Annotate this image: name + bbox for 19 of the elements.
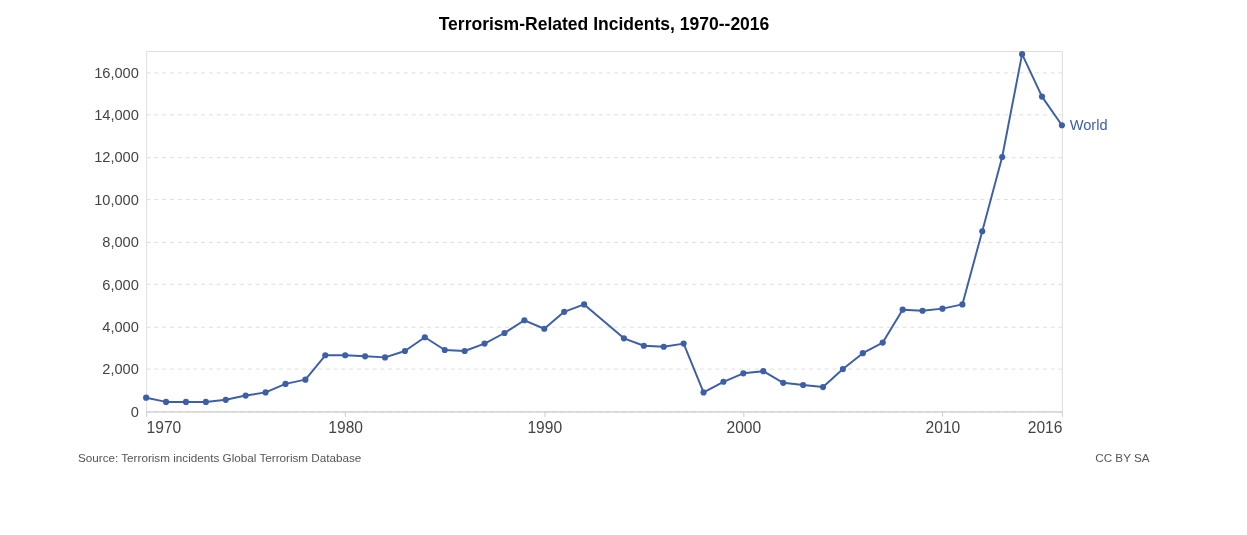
- y-tick-label: 4,000: [102, 319, 139, 336]
- y-tick-label: 0: [130, 403, 139, 420]
- series-label: World: [1069, 117, 1108, 134]
- y-tick-label: 6,000: [102, 276, 139, 293]
- x-tick-label: 1970: [146, 419, 182, 437]
- y-tick-label: 8,000: [102, 234, 139, 251]
- x-tick-label: 2000: [726, 419, 762, 437]
- x-tick-label: 1990: [527, 419, 563, 437]
- y-tick-label: 14,000: [94, 106, 139, 123]
- x-tick-label: 1980: [328, 419, 364, 437]
- chart-title: Terrorism-Related Incidents, 1970--2016: [438, 13, 770, 34]
- y-tick-label: 2,000: [102, 361, 139, 378]
- x-tick-label: 2016: [1027, 419, 1063, 437]
- y-tick-label: 10,000: [94, 191, 139, 208]
- text: CC BY SA: [1095, 451, 1150, 465]
- y-tick-label: 12,000: [94, 149, 139, 166]
- y-tick-label: 16,000: [94, 64, 139, 81]
- source-note: Source: Terrorism incidents Global Terrorism Database: [77, 451, 362, 465]
- x-tick-label: 2010: [925, 419, 961, 437]
